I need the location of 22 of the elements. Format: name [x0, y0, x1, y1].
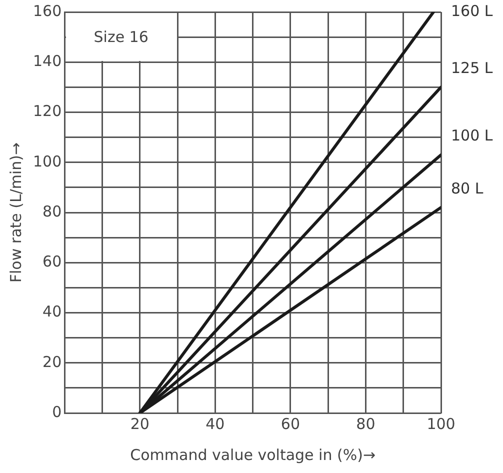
series-label: 100 L: [451, 126, 494, 145]
series-label: 80 L: [451, 179, 484, 198]
y-tick-label: 0: [52, 402, 62, 421]
x-axis-title: Command value voltage in (%)→: [130, 446, 376, 464]
y-tick-label: 120: [32, 102, 62, 120]
x-tick-label: 100: [426, 414, 456, 433]
y-tick-label: 140: [32, 52, 62, 70]
y-axis-title: Flow rate (L/min)→: [6, 142, 25, 283]
annotation: Size 16: [94, 28, 148, 46]
series-label: 160 L: [451, 2, 494, 20]
x-tick-label: 20: [130, 414, 150, 433]
y-tick-label: 80: [42, 202, 62, 220]
y-tick-label: 100: [32, 152, 62, 170]
y-tick-label: 60: [42, 252, 62, 271]
caption-box: Size 16: [66, 13, 177, 62]
y-tick-label: 40: [42, 302, 62, 321]
x-tick-label: 60: [280, 414, 300, 433]
series-label: 125 L: [451, 59, 494, 78]
y-tick-label: 20: [42, 352, 62, 371]
x-tick-label: 80: [356, 414, 376, 433]
y-tick-label: 160: [32, 2, 62, 20]
x-tick-label: 40: [206, 414, 225, 433]
